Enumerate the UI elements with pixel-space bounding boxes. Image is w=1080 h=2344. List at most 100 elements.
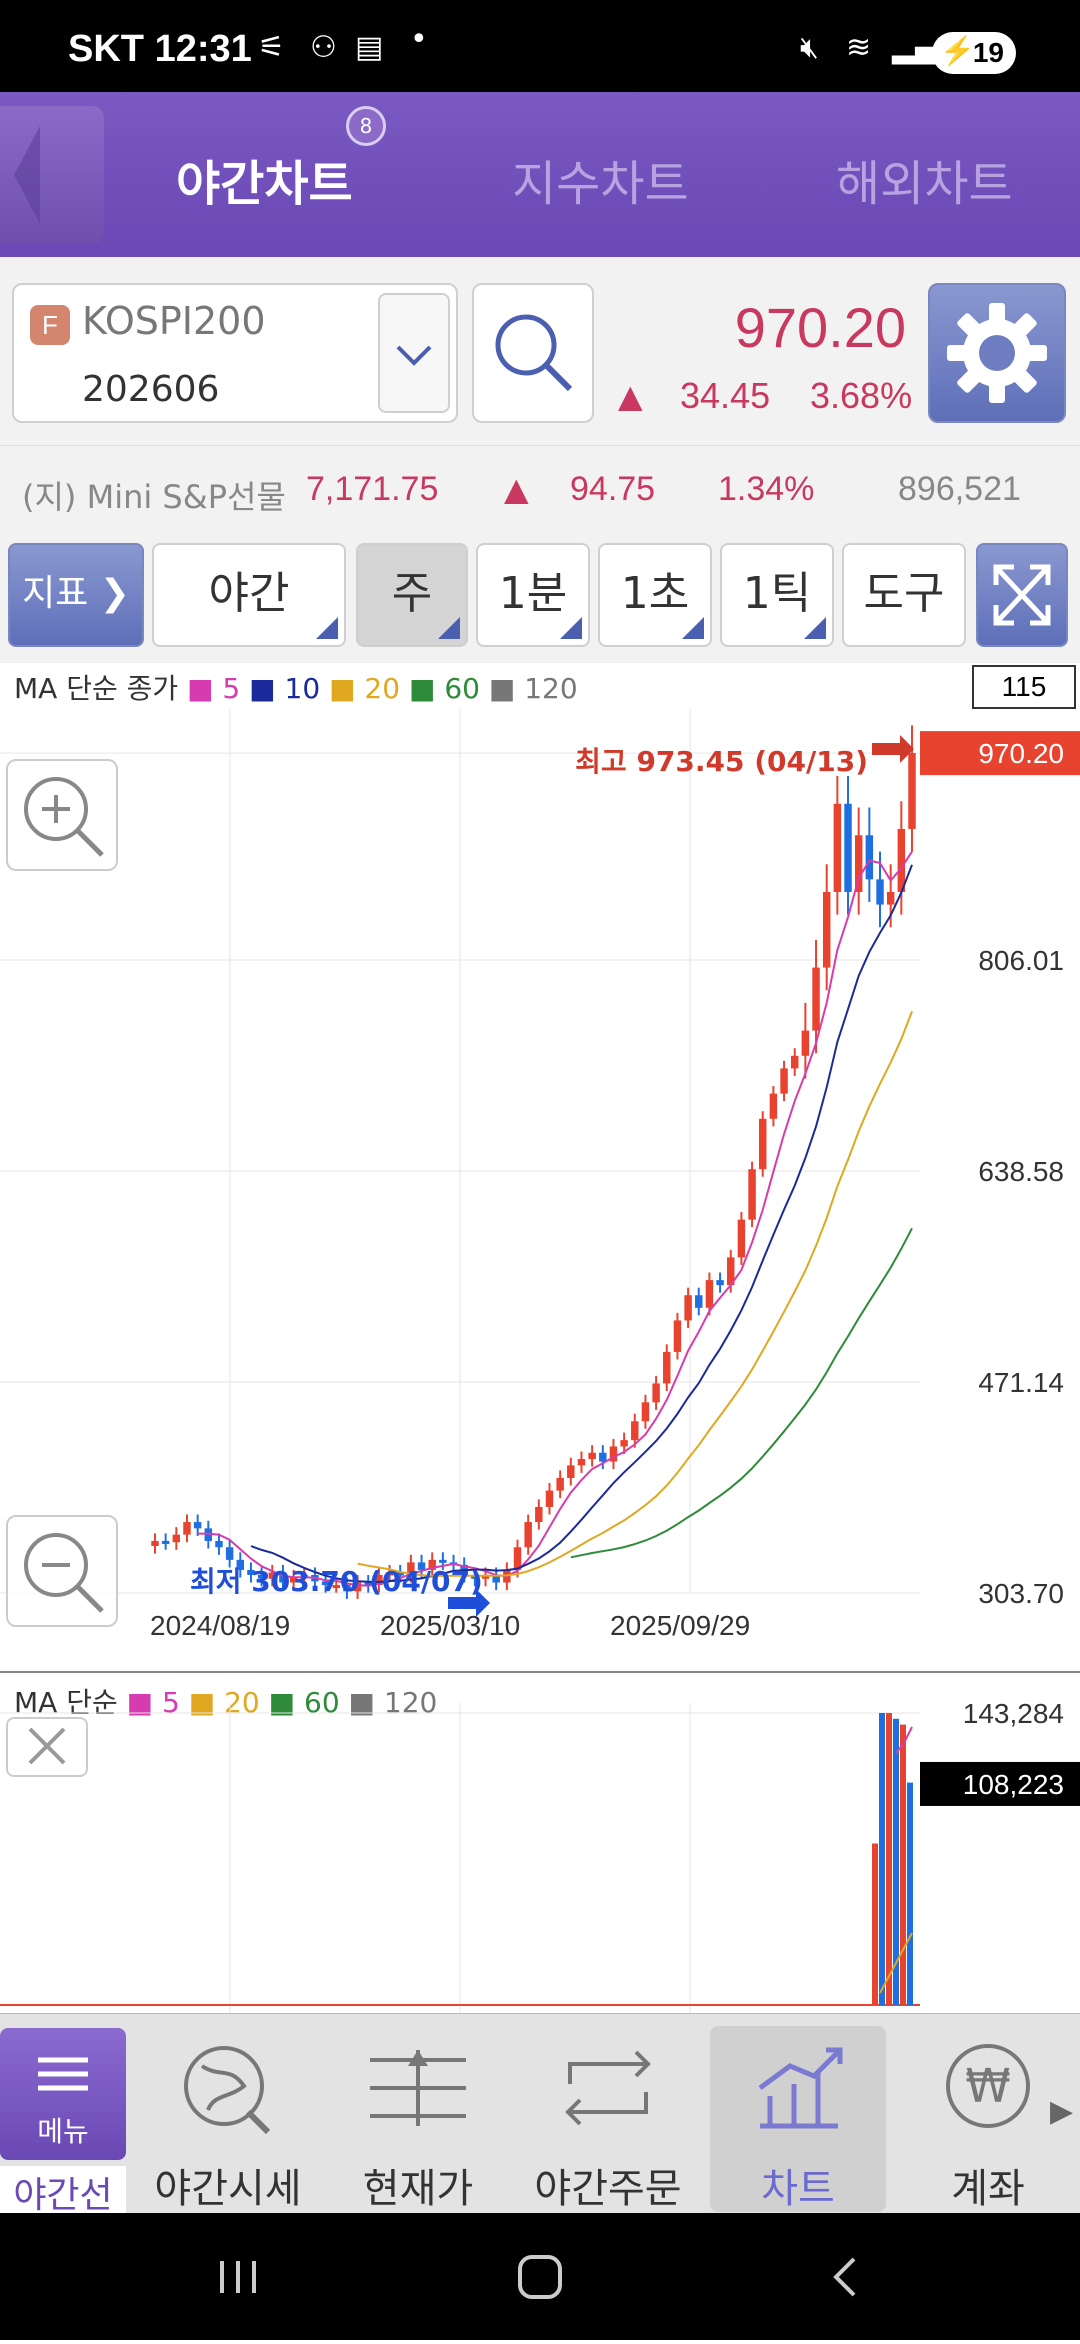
candle-body [289, 1577, 298, 1583]
chart-toolbar: 지표 ❯ 야간 주 1분 1초 1틱 도구 [0, 535, 1080, 663]
candle-body [524, 1522, 532, 1548]
candle-body [684, 1295, 692, 1321]
nav-account[interactable]: ₩ 계좌 [900, 2026, 1076, 2212]
status-bar: SKT 12:31 ⚟ ⚇ ▤ • 🔇︎ ≋ ▂▄▆ ⚡ 19 [0, 0, 1080, 92]
chart-icon [758, 2047, 843, 2129]
period-second-button[interactable]: 1초 [598, 543, 712, 647]
hamburger-icon [38, 2057, 88, 2091]
system-nav-bar [0, 2213, 1080, 2340]
quote-list-icon [370, 2050, 466, 2126]
globe-search-icon [184, 2046, 271, 2135]
y-tick-label: 638.58 [978, 1156, 1064, 1187]
menu-button[interactable]: 메뉴 야간선옵 [0, 2028, 126, 2270]
indicator-button[interactable]: 지표 ❯ [8, 543, 144, 647]
related-volume: 896,521 [898, 470, 1021, 508]
close-volume-panel-button[interactable] [6, 1717, 88, 1777]
more-arrow-icon[interactable]: ▶ [1050, 2094, 1074, 2129]
instrument-dropdown-button[interactable] [378, 293, 450, 413]
menu-label: 메뉴 [37, 2115, 89, 2148]
zoom-in-icon [24, 777, 104, 857]
tab-overseas-chart[interactable]: 해외차트 [836, 156, 1013, 212]
candle-body [759, 1118, 767, 1170]
last-volume-tag [920, 1761, 1080, 1806]
period-minute-button[interactable]: 1분 [476, 543, 590, 647]
current-price: 970.20 [734, 296, 906, 359]
legend-ma20: ■ 20 [329, 672, 401, 705]
candle-body [695, 1295, 703, 1308]
candle-body [385, 1572, 394, 1576]
last-price-tag-text: 970.20 [978, 738, 1064, 769]
gear-icon [947, 303, 1047, 403]
related-quote-bar[interactable]: (지) Mini S&P선물 7,171.75 ▲ 94.75 1.34% 89… [0, 445, 1080, 535]
home-button[interactable] [518, 2255, 562, 2299]
instrument-selector[interactable]: F KOSPI200 202606 [12, 283, 458, 423]
candle-body [193, 1522, 202, 1529]
candle-body [364, 1582, 372, 1586]
chevron-left-icon [14, 126, 40, 224]
period-tick-button[interactable]: 1틱 [720, 543, 834, 647]
back-button[interactable] [0, 106, 104, 244]
related-up-icon: ▲ [504, 470, 529, 508]
nav-night-quotes[interactable]: 야간시세 [140, 2026, 316, 2212]
won-icon: ₩ [946, 2044, 1030, 2128]
recent-apps-button[interactable] [220, 2261, 256, 2293]
legend-ma5: ■ 5 [187, 672, 241, 705]
app-icon: ▤ [355, 30, 384, 65]
back-nav-button[interactable] [833, 2257, 856, 2297]
candle-body [353, 1582, 362, 1592]
period-week-button[interactable]: 주 [356, 543, 468, 647]
nav-current-price[interactable]: 현재가 [330, 2026, 506, 2212]
candle-body [545, 1490, 554, 1507]
candle-body [727, 1257, 735, 1286]
candle-body [481, 1574, 490, 1579]
chevron-down-icon [396, 345, 432, 366]
legend-ma60: ■ 60 [408, 672, 480, 705]
fullscreen-button[interactable] [976, 543, 1068, 647]
bar-count-box: 115 [972, 665, 1076, 709]
candle-body [897, 828, 906, 892]
tab-night-chart[interactable]: 야간차트 [176, 156, 353, 212]
candle-body [599, 1452, 607, 1462]
candle-body [257, 1574, 266, 1579]
candle-body [822, 891, 831, 968]
candle-body [513, 1547, 522, 1570]
candle-body [716, 1280, 724, 1286]
candle-body [801, 1030, 810, 1056]
candle-body [417, 1562, 426, 1570]
search-button[interactable] [472, 283, 594, 423]
nav-night-order[interactable]: 야간주문 [520, 2026, 696, 2212]
vol-ma20-line [879, 1932, 913, 1994]
candle-body [673, 1320, 682, 1352]
candle-body [812, 967, 820, 1031]
candle-body [556, 1477, 564, 1491]
tab-index-chart[interactable]: 지수차트 [512, 156, 689, 212]
notification-icon: ⚇ [310, 30, 337, 65]
zoom-out-button[interactable] [6, 1515, 118, 1627]
price-change: 34.45 [680, 375, 771, 416]
legend-ma120: ■ 120 [488, 672, 578, 705]
volume-bar [872, 1843, 878, 2005]
chart-area[interactable]: MA 단순 종가 ■ 5 ■ 10 ■ 20 ■ 60 ■ 120 115 80… [0, 663, 1080, 2013]
candle-body [375, 1574, 383, 1586]
session-select[interactable]: 야간 [152, 543, 346, 647]
y-tick-label: 471.14 [978, 1367, 1064, 1398]
ma10-line [250, 864, 913, 1584]
settings-button[interactable] [928, 283, 1066, 423]
candle-body [737, 1219, 746, 1258]
volume-bar [879, 1713, 885, 2005]
candle-body [705, 1280, 714, 1308]
tools-button[interactable]: 도구 [842, 543, 966, 647]
candle-body [343, 1585, 351, 1592]
zoom-in-button[interactable] [6, 759, 118, 871]
y-tick-label: 303.70 [978, 1578, 1064, 1609]
chevron-right-icon: ❯ [88, 573, 130, 614]
candle-body [609, 1446, 618, 1462]
up-triangle-icon: ▲ [618, 377, 643, 415]
candle-body [886, 891, 895, 905]
price-chart-svg: 806.01 638.58 471.14 303.70 2024/08/19 2025/0… [0, 709, 1080, 1673]
candle-body [854, 835, 863, 892]
nav-chart[interactable]: 차트 [710, 2026, 886, 2212]
candle-body [652, 1383, 660, 1403]
futures-icon: F [30, 305, 70, 345]
volume-bar [907, 1782, 913, 2005]
